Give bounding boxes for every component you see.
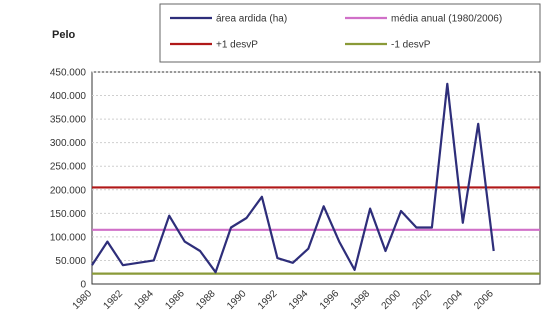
- y-tick-label: 200.000: [50, 185, 87, 196]
- y-tick-label: 450.000: [50, 68, 87, 79]
- y-tick-label: 0: [80, 280, 86, 291]
- x-tick-label: 1986: [163, 288, 187, 312]
- x-tick-label: 1984: [132, 288, 156, 312]
- x-tick-label: 1988: [194, 288, 218, 312]
- series-line: [91, 82, 495, 274]
- y-tick-label: 400.000: [50, 91, 87, 102]
- plot-area: 0 50.000 100.000 150.000 200.000 250.000 300.0…: [50, 68, 541, 312]
- x-tick-label: 1996: [318, 288, 342, 312]
- y-tick-label: 300.000: [50, 138, 87, 149]
- x-tick-label: 1998: [349, 288, 373, 312]
- legend-label: média anual (1980/2006): [391, 14, 502, 25]
- y-tick-label: 150.000: [50, 209, 87, 220]
- x-tick-label: 1994: [287, 288, 311, 312]
- legend-label: -1 desvP: [391, 40, 431, 51]
- y-tick-label: 250.000: [50, 162, 87, 173]
- legend-label: área ardida (ha): [216, 14, 287, 25]
- x-tick-label: 2002: [410, 288, 434, 312]
- x-tick-label: 2000: [380, 288, 404, 312]
- plot-frame: [91, 71, 541, 285]
- x-tick-label: 1992: [256, 288, 280, 312]
- chart-title: Pelo: [52, 29, 76, 41]
- x-tick-label: 2004: [441, 288, 465, 312]
- x-tick-label: 1990: [225, 288, 249, 312]
- x-tick-label: 1980: [71, 288, 95, 312]
- y-tick-label: 100.000: [50, 232, 87, 243]
- x-tick-label: 2006: [472, 288, 496, 312]
- x-tick-label: 1982: [102, 288, 126, 312]
- legend: área ardida (ha) média anual (1980/2006) +…: [159, 3, 541, 63]
- y-tick-label: 50.000: [55, 256, 86, 267]
- legend-label: +1 desvP: [216, 40, 258, 51]
- y-tick-label: 350.000: [50, 115, 87, 126]
- legend-box: [159, 3, 541, 63]
